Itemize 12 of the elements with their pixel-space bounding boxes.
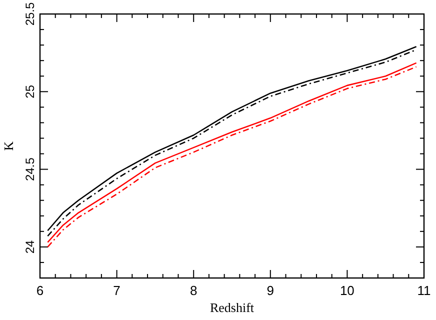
x-tick-label: 7 xyxy=(113,283,120,298)
x-tick-label: 8 xyxy=(190,283,198,298)
y-tick-label: 25 xyxy=(23,84,37,98)
y-tick-label: 25.5 xyxy=(23,2,37,26)
y-tick-label: 24.5 xyxy=(23,157,37,181)
x-axis-title: Redshift xyxy=(210,300,254,315)
y-tick-label: 24 xyxy=(23,240,37,254)
x-tick-label: 6 xyxy=(36,283,44,298)
x-tick-label: 9 xyxy=(266,283,274,298)
x-tick-label: 10 xyxy=(340,283,354,298)
x-tick-label: 11 xyxy=(417,283,431,298)
y-axis-title: K xyxy=(1,140,16,151)
